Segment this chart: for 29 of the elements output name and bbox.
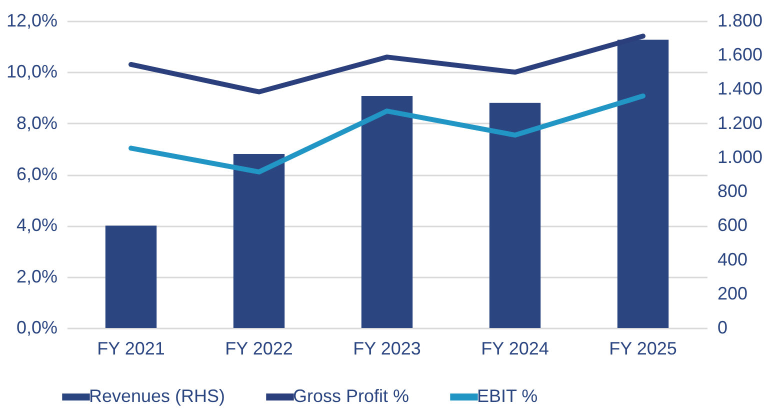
bar: [489, 102, 541, 328]
y2-tick-label: 800: [718, 181, 748, 202]
y2-tick-label: 0: [718, 318, 728, 338]
bar: [233, 154, 285, 328]
legend-label: Gross Profit %: [293, 386, 410, 406]
y-tick-label: 4,0%: [16, 215, 58, 236]
y-tick-label: 10,0%: [6, 62, 58, 82]
x-tick-label: FY 2025: [609, 338, 677, 358]
y-tick-label: 12,0%: [6, 10, 58, 30]
y-tick-label: 2,0%: [16, 266, 58, 286]
x-tick-label: FY 2023: [353, 338, 421, 358]
y-tick-label: 6,0%: [16, 164, 58, 184]
legend-label: EBIT %: [477, 386, 538, 406]
y2-tick-label: 1.400: [718, 78, 763, 99]
y2-tick-label: 200: [718, 283, 748, 304]
bar: [361, 96, 413, 328]
legend-label: Revenues (RHS): [89, 386, 226, 406]
y2-tick-label: 1.600: [718, 44, 763, 65]
y2-tick-label: 600: [718, 215, 748, 236]
y2-tick-label: 400: [718, 249, 748, 270]
x-tick-label: FY 2022: [225, 338, 293, 358]
y2-tick-label: 1.800: [718, 10, 763, 30]
x-tick-label: FY 2024: [481, 338, 549, 358]
bar: [105, 226, 157, 328]
x-tick-label: FY 2021: [97, 338, 165, 358]
y2-tick-label: 1.000: [718, 146, 763, 167]
y-tick-label: 0,0%: [16, 318, 58, 338]
y-tick-label: 8,0%: [16, 112, 58, 133]
y2-tick-label: 1.200: [718, 112, 763, 133]
